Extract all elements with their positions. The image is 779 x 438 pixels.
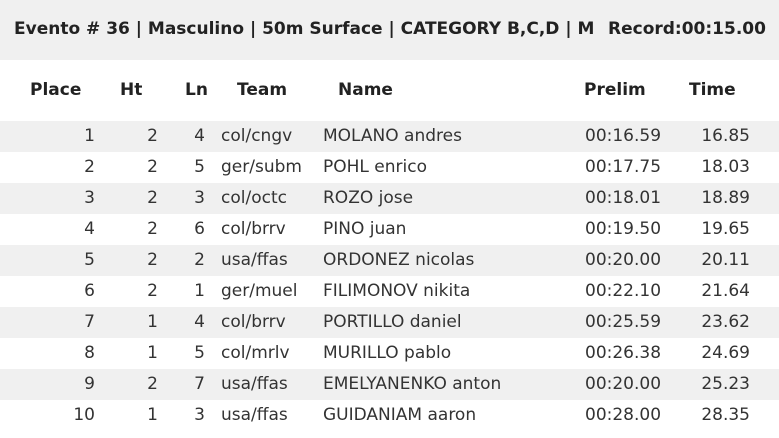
table-row — [0, 307, 779, 338]
lane: 3 — [194, 405, 205, 425]
column-header: Name — [338, 80, 393, 100]
swimmer-name: EMELYANENKO anton — [323, 374, 502, 394]
heat: 1 — [147, 312, 158, 332]
swimmer-name: MOLANO andres — [323, 126, 462, 146]
place: 2 — [84, 157, 95, 177]
final-time: 18.03 — [701, 157, 750, 177]
lane: 5 — [194, 157, 205, 177]
lane: 2 — [194, 250, 205, 270]
prelim-time: 00:25.59 — [585, 312, 662, 332]
swimmer-name: ORDONEZ nicolas — [323, 250, 475, 270]
heat: 2 — [147, 374, 158, 394]
swimmer-name: PORTILLO daniel — [323, 312, 462, 332]
place: 4 — [84, 219, 95, 239]
record: Record:00:15.00 — [608, 19, 766, 39]
final-time: 25.23 — [701, 374, 750, 394]
prelim-time: 00:22.10 — [585, 281, 662, 301]
swimmer-name: MURILLO pablo — [323, 343, 452, 363]
prelim-time: 00:28.00 — [585, 405, 662, 425]
swimmer-name: GUIDANIAM aaron — [323, 405, 477, 425]
place: 10 — [73, 405, 95, 425]
final-time: 19.65 — [701, 219, 750, 239]
team: usa/ffas — [221, 250, 288, 270]
lane: 5 — [194, 343, 205, 363]
lane: 7 — [194, 374, 205, 394]
place: 5 — [84, 250, 95, 270]
table-row — [0, 245, 779, 276]
heat: 2 — [147, 250, 158, 270]
prelim-time: 00:20.00 — [585, 374, 662, 394]
heat: 2 — [147, 157, 158, 177]
heat: 2 — [147, 219, 158, 239]
final-time: 21.64 — [701, 281, 750, 301]
prelim-time: 00:26.38 — [585, 343, 662, 363]
team: col/octc — [221, 188, 287, 208]
swimmer-name: POHL enrico — [323, 157, 427, 177]
column-header: Time — [689, 80, 736, 100]
lane: 6 — [194, 219, 205, 239]
team: col/brrv — [221, 312, 286, 332]
place: 7 — [84, 312, 95, 332]
team: usa/ffas — [221, 405, 288, 425]
team: col/cngv — [221, 126, 293, 146]
team: usa/ffas — [221, 374, 288, 394]
place: 3 — [84, 188, 95, 208]
heat: 1 — [147, 343, 158, 363]
lane: 4 — [194, 312, 205, 332]
final-time: 24.69 — [701, 343, 750, 363]
heat: 2 — [147, 188, 158, 208]
event-header: Evento # 36 | Masculino | 50m Surface | … — [0, 0, 779, 60]
prelim-time: 00:19.50 — [585, 219, 662, 239]
column-header: Place — [30, 80, 82, 100]
team: col/brrv — [221, 219, 286, 239]
swimmer-name: FILIMONOV nikita — [323, 281, 471, 301]
column-header: Prelim — [584, 80, 646, 100]
team: ger/muel — [221, 281, 298, 301]
column-header: Ht — [120, 80, 143, 100]
swimmer-name: PINO juan — [323, 219, 407, 239]
heat: 2 — [147, 281, 158, 301]
final-time: 23.62 — [701, 312, 750, 332]
place: 1 — [84, 126, 95, 146]
event-title: Evento # 36 | Masculino | 50m Surface | … — [14, 19, 595, 39]
lane: 1 — [194, 281, 205, 301]
place: 9 — [84, 374, 95, 394]
team: col/mrlv — [221, 343, 290, 363]
heat: 2 — [147, 126, 158, 146]
table-row — [0, 121, 779, 152]
final-time: 18.89 — [701, 188, 750, 208]
prelim-time: 00:18.01 — [585, 188, 662, 208]
place: 6 — [84, 281, 95, 301]
lane: 4 — [194, 126, 205, 146]
swimmer-name: ROZO jose — [323, 188, 414, 208]
prelim-time: 00:20.00 — [585, 250, 662, 270]
team: ger/subm — [221, 157, 302, 177]
prelim-time: 00:17.75 — [585, 157, 662, 177]
column-header: Team — [237, 80, 288, 100]
final-time: 20.11 — [701, 250, 750, 270]
column-header: Ln — [185, 80, 208, 100]
final-time: 28.35 — [701, 405, 750, 425]
prelim-time: 00:16.59 — [585, 126, 662, 146]
lane: 3 — [194, 188, 205, 208]
heat: 1 — [147, 405, 158, 425]
final-time: 16.85 — [701, 126, 750, 146]
table-row — [0, 369, 779, 400]
table-row — [0, 183, 779, 214]
place: 8 — [84, 343, 95, 363]
